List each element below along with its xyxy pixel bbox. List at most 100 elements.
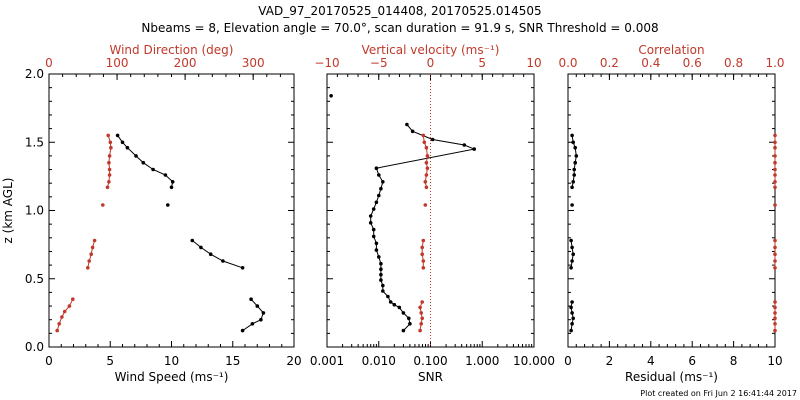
- wind-profile-ytick-label: 1.5: [25, 135, 44, 149]
- residual-correlation-series-0-point: [570, 311, 574, 315]
- residual-correlation-series-0-point: [570, 133, 574, 138]
- snr-profile-series-0-point: [472, 147, 477, 151]
- wind-profile-series-1-point: [86, 266, 90, 270]
- snr-profile-series-0-point: [401, 311, 406, 315]
- wind-profile-series-0-point: [169, 185, 174, 190]
- snr-profile-series-0-point: [381, 283, 385, 288]
- snr-profile-series-0-point: [371, 207, 376, 211]
- snr-profile-series-0-point: [371, 234, 376, 239]
- wind-profile-series-0-point: [261, 311, 266, 315]
- wind-profile-series-0-point: [151, 167, 155, 172]
- wind-profile-series-1-point: [87, 259, 91, 263]
- snr-profile-series-0-point: [462, 143, 467, 147]
- residual-correlation-series-0-point: [572, 167, 576, 172]
- snr-profile-series-0-point: [371, 227, 376, 232]
- wind-profile-ytick-label: 1.0: [25, 204, 44, 218]
- snr-profile-series-0-point: [379, 186, 383, 191]
- residual-correlation-series-1-point: [773, 328, 777, 333]
- wind-profile-series-1-point: [107, 173, 112, 177]
- snr-profile-top-xtick-label: 10: [526, 56, 541, 70]
- wind-profile-series-0-point: [170, 180, 175, 184]
- wind-profile-series-0-point: [240, 266, 245, 270]
- wind-profile-series-0-point: [199, 245, 203, 250]
- residual-correlation-series-0-point: [570, 203, 574, 207]
- snr-profile-series-1-point: [422, 140, 427, 145]
- wind-profile-series-1-point: [62, 309, 67, 314]
- wind-profile-top-xtick-label: 200: [174, 56, 197, 70]
- residual-correlation-series-0-point: [570, 245, 574, 250]
- snr-profile-series-1-point: [425, 166, 430, 170]
- residual-correlation-xtick-label: 6: [688, 354, 696, 368]
- wind-profile-series-0-point: [115, 133, 120, 138]
- snr-profile-series-1-point: [421, 133, 426, 138]
- residual-correlation-series-1-point: [773, 203, 777, 207]
- wind-profile-xtick-label: 15: [225, 354, 240, 368]
- wind-profile-series-0-point: [141, 160, 146, 165]
- residual-correlation-xtick-label: 10: [767, 354, 782, 368]
- snr-profile-series-0-point: [381, 289, 385, 293]
- residual-correlation-series-0-point: [569, 305, 573, 310]
- residual-correlation-series-0-point: [569, 266, 573, 270]
- residual-correlation-series-1-point: [773, 180, 777, 184]
- snr-profile-xtick-label: 10.000: [513, 354, 555, 368]
- residual-correlation-xlabel: Residual (ms⁻¹): [625, 370, 718, 384]
- wind-profile-series-0-point: [208, 252, 213, 256]
- residual-correlation-top-xtick-label: 0.8: [724, 56, 743, 70]
- title-line2: Nbeams = 8, Elevation angle = 70.0°, sca…: [141, 21, 658, 35]
- residual-correlation-series-1-point: [773, 322, 777, 326]
- wind-profile-series-0-point: [166, 203, 170, 207]
- snr-profile-series-0-point: [379, 272, 383, 277]
- residual-correlation-top-xtick-label: 0.4: [641, 56, 660, 70]
- residual-correlation-top-xtick-label: 1.0: [765, 56, 784, 70]
- wind-profile-series-1-point: [108, 140, 113, 145]
- title-line1: VAD_97_20170525_014408, 20170525.014505: [258, 4, 541, 18]
- residual-correlation-top-xlabel: Correlation: [638, 43, 704, 57]
- snr-profile-series-0-point: [374, 248, 379, 252]
- residual-correlation-series-1-point: [773, 252, 777, 256]
- snr-profile-series-0-point: [405, 122, 409, 127]
- snr-profile-series-0-point: [379, 261, 383, 266]
- wind-profile-xlabel: Wind Speed (ms⁻¹): [115, 370, 229, 384]
- snr-profile-series-0-point: [374, 200, 379, 205]
- wind-profile-series-1-point: [60, 315, 64, 319]
- wind-profile-series-1-point: [92, 238, 97, 243]
- snr-profile-top-xtick-label: −5: [370, 56, 388, 70]
- residual-correlation-series-1-point: [773, 305, 777, 310]
- snr-profile-series-0-point: [430, 137, 435, 142]
- wind-profile-top-xtick-label: 100: [106, 56, 129, 70]
- residual-correlation-series-1-point: [773, 245, 777, 250]
- snr-profile-xtick-label: 1.000: [465, 354, 499, 368]
- residual-correlation-series-0-point: [570, 259, 574, 263]
- wind-profile-xtick-label: 10: [164, 354, 179, 368]
- wind-profile-series-0-point: [250, 322, 255, 326]
- wind-profile-series-1-line: [56, 298, 74, 331]
- snr-profile-series-0-point: [374, 241, 379, 246]
- snr-profile-series-0-point: [374, 166, 379, 170]
- residual-correlation-xtick-label: 8: [730, 354, 738, 368]
- snr-profile-series-1-point: [424, 173, 429, 177]
- residual-correlation-series-1-point: [773, 300, 777, 304]
- residual-correlation-series-1-point: [773, 140, 777, 145]
- snr-profile-series-0-point: [410, 129, 415, 134]
- snr-profile-series-0-point: [386, 294, 390, 299]
- residual-correlation-frame: [567, 73, 776, 348]
- wind-profile-series-1-point: [67, 304, 72, 308]
- residual-correlation-series-0-point: [574, 154, 579, 158]
- residual-correlation-series-1-point: [773, 167, 777, 172]
- snr-profile-series-0-point: [397, 305, 402, 310]
- snr-profile-series-1-point: [418, 305, 422, 310]
- snr-profile-series-0-point: [408, 322, 412, 326]
- residual-correlation-series-0-point: [569, 238, 573, 243]
- wind-profile-series-0-point: [190, 238, 195, 243]
- snr-profile-series-0-point: [381, 180, 385, 184]
- wind-profile-xtick-label: 20: [286, 354, 301, 368]
- residual-correlation-series-1-point: [773, 316, 777, 321]
- wind-profile-series-0-point: [163, 173, 168, 177]
- wind-profile-series-0-point: [134, 154, 138, 158]
- snr-profile-series-1-point: [418, 328, 422, 333]
- wind-profile-ylabel: z (km AGL): [1, 178, 15, 244]
- wind-profile-series-1-point: [89, 252, 93, 256]
- wind-profile-series-1-point: [106, 133, 110, 138]
- footer-timestamp: Plot created on Fri Jun 2 16:41:44 2017: [640, 389, 797, 398]
- snr-profile-series-0-point: [392, 302, 397, 307]
